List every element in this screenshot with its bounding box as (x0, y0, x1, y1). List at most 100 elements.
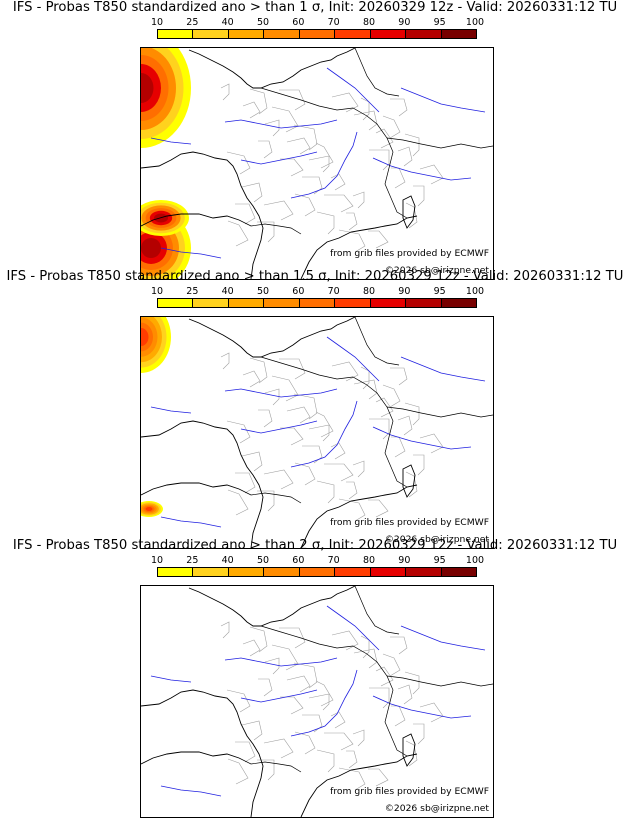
map-line (249, 88, 268, 115)
map-line (316, 749, 335, 773)
map-line (346, 481, 358, 500)
map-line (390, 636, 408, 655)
map-line (302, 176, 323, 195)
map-line (413, 185, 425, 207)
colorbar-swatch (370, 30, 407, 38)
map-line (279, 627, 306, 649)
map-line (352, 460, 365, 478)
probability-map: from grib files provided by ECMWF ©2026 s… (140, 47, 494, 280)
map-line (242, 639, 261, 657)
map-line (160, 247, 222, 259)
map-line (280, 696, 304, 715)
colorbar-swatch (299, 30, 336, 38)
colorbar-tick-label: 25 (186, 555, 199, 566)
map-line (354, 317, 400, 366)
map-line (326, 67, 380, 113)
colorbar-swatch (264, 568, 300, 576)
map-line (372, 426, 472, 450)
map-line (419, 702, 444, 723)
map-line (235, 472, 256, 494)
colorbar-tick-label: 90 (398, 286, 411, 297)
colorbar-tick-label: 40 (221, 286, 234, 297)
colorbar-ticks: 10 25 40 50 60 70 80 90 95 100 (151, 18, 484, 29)
map-line (352, 191, 365, 209)
source-credit: from grib files provided by ECMWF (330, 248, 489, 259)
map-line (375, 397, 394, 418)
colorbar-tick-label: 25 (186, 286, 199, 297)
map-line (150, 137, 192, 145)
colorbar-swatch (370, 568, 407, 576)
map-line (330, 711, 346, 729)
map-line (413, 723, 425, 745)
map-line (238, 488, 302, 504)
map-line (241, 451, 263, 472)
map-line (238, 757, 302, 773)
map-line (160, 516, 222, 528)
map-line (382, 384, 401, 408)
colorbar-swatch (406, 299, 442, 307)
map-line (227, 220, 249, 247)
colorbar-tick-label: 70 (327, 286, 340, 297)
map-line (346, 212, 358, 231)
map-line (294, 193, 316, 217)
map-line (386, 137, 493, 149)
probability-contour (141, 328, 149, 346)
map-line (290, 131, 358, 199)
colorbar-swatch (158, 30, 194, 38)
probability-map: from grib files provided by ECMWF ©2026 s… (140, 585, 494, 818)
map-line (302, 445, 323, 464)
map-line (264, 657, 280, 675)
copyright-credit: ©2026 sb@irizpne.net (384, 803, 489, 814)
map-line (260, 87, 408, 219)
map-line (293, 124, 318, 151)
map-line (372, 695, 472, 719)
map-line (331, 361, 359, 382)
map-line (354, 48, 400, 97)
map-line (324, 732, 354, 751)
colorbar: 10 25 40 50 60 70 80 90 95 100 (151, 286, 484, 309)
map-line (227, 489, 249, 516)
map-line (226, 689, 251, 713)
colorbar-swatch (193, 30, 229, 38)
colorbar-tick-label: 50 (256, 286, 270, 297)
map-line (369, 687, 390, 709)
map-line (258, 678, 273, 697)
map-line (400, 356, 486, 382)
colorbar-ticks: 10 25 40 50 60 70 80 90 95 100 (151, 555, 484, 567)
map-line (386, 675, 493, 687)
map-line (294, 462, 316, 486)
colorbar-tick-label: 80 (362, 555, 376, 566)
map-line (293, 393, 318, 420)
map-line (400, 625, 486, 651)
colorbar: 10 25 40 50 60 70 80 90 95 100 (151, 18, 484, 40)
colorbar-swatch (299, 299, 336, 307)
probability-contour (141, 73, 154, 103)
map-line (226, 151, 251, 175)
map-line (240, 151, 318, 165)
colorbar-swatch (264, 299, 300, 307)
map-line (224, 119, 338, 129)
map-line (368, 768, 389, 787)
map-line (324, 463, 354, 482)
colorbar-swatch (228, 568, 265, 576)
map-line (397, 415, 413, 436)
map-line (150, 406, 192, 414)
map-line (338, 767, 366, 791)
map-line (294, 731, 316, 755)
map-line (249, 357, 268, 384)
colorbar-tick-label: 60 (292, 555, 305, 566)
source-credit: from grib files provided by ECMWF (330, 786, 489, 797)
map-line (279, 89, 306, 111)
map-line (257, 221, 275, 243)
map-line (391, 167, 406, 189)
map-line (368, 230, 389, 249)
map-line (372, 157, 472, 181)
map-line (300, 753, 418, 817)
colorbar-swatch (370, 299, 407, 307)
map-canvas (141, 586, 493, 817)
map-line (300, 484, 418, 548)
colorbar-scale (157, 298, 477, 308)
map-line (353, 648, 378, 669)
map-line (260, 356, 408, 488)
map-line (382, 653, 401, 677)
